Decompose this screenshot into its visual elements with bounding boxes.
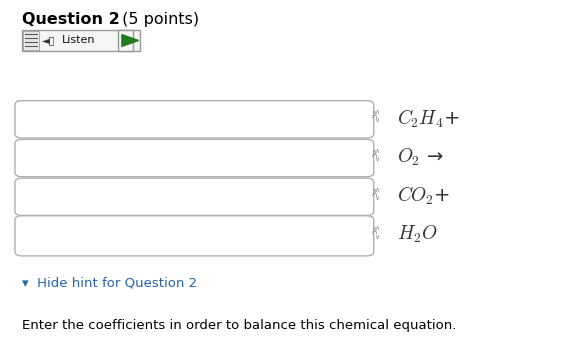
Text: ▾  Hide hint for Question 2: ▾ Hide hint for Question 2 bbox=[22, 277, 197, 290]
Text: A: A bbox=[372, 227, 377, 237]
Text: ◄⦿: ◄⦿ bbox=[42, 35, 55, 45]
FancyBboxPatch shape bbox=[15, 216, 374, 256]
FancyBboxPatch shape bbox=[15, 101, 374, 138]
Text: $\mathit{O_2}$ →: $\mathit{O_2}$ → bbox=[397, 147, 443, 168]
Text: Question 2: Question 2 bbox=[22, 12, 120, 27]
FancyBboxPatch shape bbox=[118, 30, 140, 51]
Text: Enter the coefficients in order to balance this chemical equation.: Enter the coefficients in order to balan… bbox=[22, 319, 456, 332]
FancyBboxPatch shape bbox=[15, 139, 374, 177]
Text: $\mathit{C_2H_4}$+: $\mathit{C_2H_4}$+ bbox=[397, 107, 459, 130]
Text: (5 points): (5 points) bbox=[117, 12, 199, 27]
Text: ∧: ∧ bbox=[374, 225, 379, 232]
Text: Listen: Listen bbox=[62, 35, 95, 45]
Polygon shape bbox=[122, 34, 139, 46]
FancyBboxPatch shape bbox=[22, 30, 134, 51]
Text: $\mathit{CO_2}$+: $\mathit{CO_2}$+ bbox=[397, 185, 450, 207]
FancyBboxPatch shape bbox=[15, 178, 374, 215]
Text: ∧: ∧ bbox=[374, 187, 379, 193]
Text: ∨: ∨ bbox=[374, 156, 379, 162]
Text: A: A bbox=[372, 150, 377, 159]
Text: ∨: ∨ bbox=[374, 233, 379, 240]
Text: A: A bbox=[372, 111, 377, 120]
Text: ∧: ∧ bbox=[374, 109, 379, 115]
Text: ∨: ∨ bbox=[374, 195, 379, 201]
FancyBboxPatch shape bbox=[23, 31, 39, 50]
Text: $\mathit{H_2O}$: $\mathit{H_2O}$ bbox=[397, 224, 438, 245]
Text: ∨: ∨ bbox=[374, 117, 379, 124]
Text: ∧: ∧ bbox=[374, 148, 379, 154]
Text: A: A bbox=[372, 189, 377, 198]
